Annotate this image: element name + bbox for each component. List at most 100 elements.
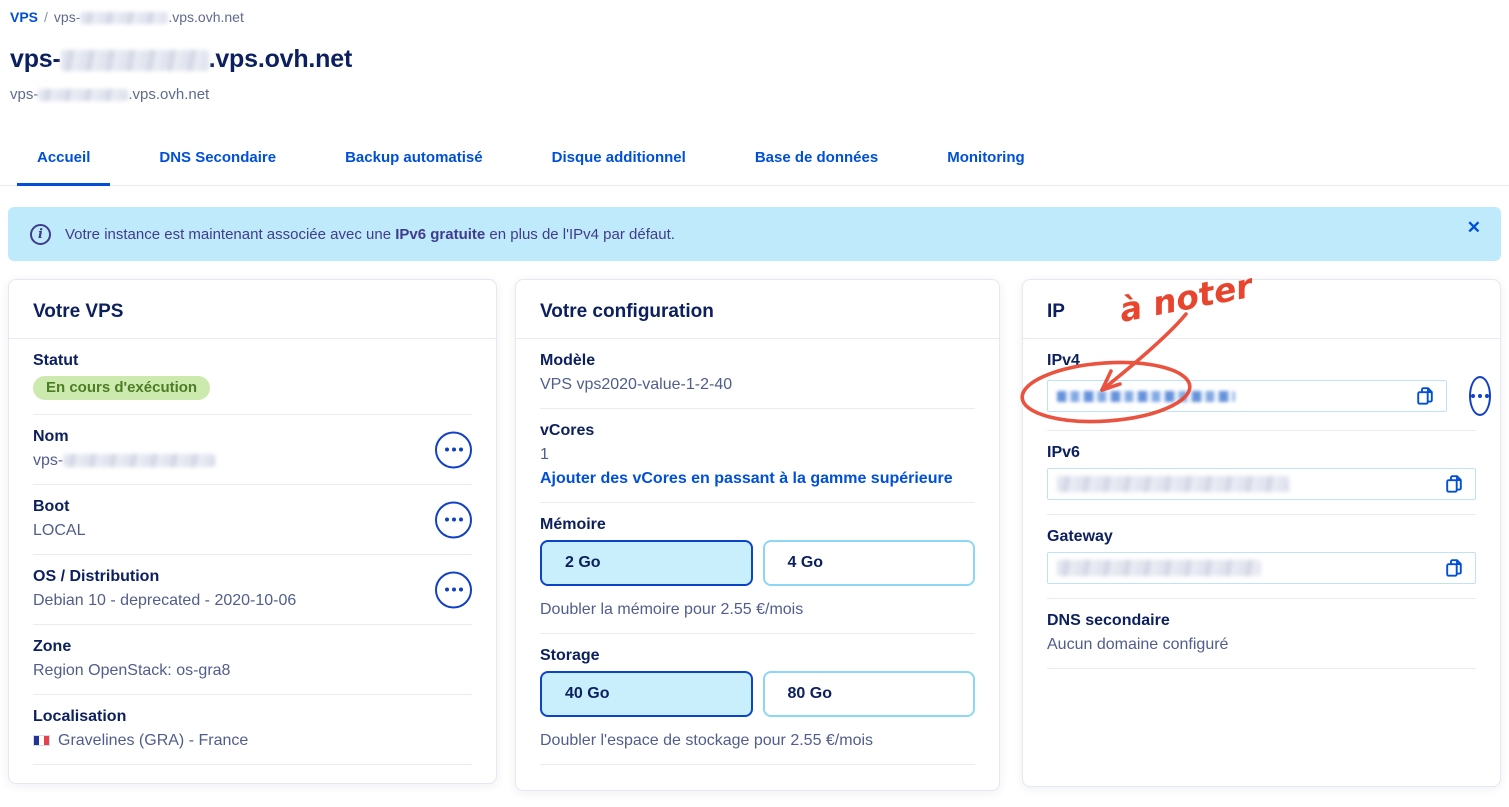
memory-upsell-text: Doubler la mémoire pour 2.55 €/mois — [540, 601, 804, 618]
ipv6-value-box[interactable] — [1047, 468, 1476, 500]
breadcrumb-vps-link[interactable]: VPS — [10, 9, 39, 25]
memory-options: 2 Go 4 Go — [540, 540, 975, 586]
ipv6-redacted-value — [1057, 476, 1289, 492]
zone-row: Zone Region OpenStack: os-gra8 — [33, 625, 472, 695]
boot-actions-menu-button[interactable] — [435, 501, 472, 538]
breadcrumb-separator: / — [44, 9, 48, 25]
model-row: Modèle VPS vps2020-value-1-2-40 — [540, 339, 975, 409]
os-actions-menu-button[interactable] — [435, 571, 472, 608]
info-icon: i — [30, 223, 51, 245]
name-redacted-id — [63, 454, 216, 468]
dns-secondary-row: DNS secondaire Aucun domaine configuré — [1047, 599, 1476, 669]
memory-option-2go[interactable]: 2 Go — [540, 540, 753, 586]
page-subtitle-redacted-id — [38, 89, 129, 102]
boot-label: Boot — [33, 498, 70, 515]
page-subtitle: vps- .vps.ovh.net — [10, 86, 1509, 103]
memory-row: Mémoire 2 Go 4 Go Doubler la mémoire pou… — [540, 503, 975, 634]
france-flag-icon — [33, 735, 50, 746]
location-label: Localisation — [33, 708, 127, 725]
status-badge: En cours d'exécution — [33, 376, 211, 400]
os-row: OS / Distribution Debian 10 - deprecated… — [33, 555, 472, 625]
storage-row: Storage 40 Go 80 Go Doubler l'espace de … — [540, 634, 975, 765]
configuration-card-body: Modèle VPS vps2020-value-1-2-40 vCores 1… — [516, 338, 999, 765]
tab-disque-additionnel[interactable]: Disque additionnel — [532, 139, 706, 185]
name-row: Nom vps- — [33, 415, 472, 485]
location-text: Gravelines (GRA) - France — [58, 732, 249, 749]
location-value: Gravelines (GRA) - France — [33, 732, 472, 750]
boot-row: Boot LOCAL — [33, 485, 472, 555]
breadcrumb-current: vps- .vps.ovh.net — [54, 9, 244, 25]
tab-base-de-donnees[interactable]: Base de données — [735, 139, 898, 185]
copy-icon[interactable] — [1413, 384, 1437, 408]
ipv4-row: IPv4 — [1047, 339, 1491, 431]
cards-row: Votre VPS Statut En cours d'exécution No… — [8, 279, 1509, 791]
page-title-prefix: vps- — [10, 45, 61, 73]
storage-option-80go-label: 80 Go — [787, 685, 832, 702]
os-label: OS / Distribution — [33, 568, 160, 585]
ipv4-actions-menu-button[interactable] — [1469, 376, 1491, 416]
os-value: Debian 10 - deprecated - 2020-10-06 — [33, 592, 297, 609]
vps-card: Votre VPS Statut En cours d'exécution No… — [8, 279, 497, 784]
memory-option-4go[interactable]: 4 Go — [762, 540, 975, 586]
storage-option-40go-label: 40 Go — [565, 685, 610, 702]
add-vcores-link[interactable]: Ajouter des vCores en passant à la gamme… — [540, 470, 953, 487]
tab-accueil[interactable]: Accueil — [17, 139, 111, 186]
storage-option-80go[interactable]: 80 Go — [762, 671, 975, 717]
ipv4-line — [1047, 376, 1491, 416]
gateway-value-box[interactable] — [1047, 552, 1476, 584]
memory-option-4go-label: 4 Go — [787, 554, 824, 571]
ip-card: IP IPv4 IPv6 — [1022, 279, 1501, 787]
page-title-suffix: .vps.ovh.net — [208, 45, 353, 73]
gateway-row: Gateway — [1047, 515, 1476, 599]
copy-icon[interactable] — [1442, 556, 1466, 580]
breadcrumb-redacted-id — [80, 12, 169, 25]
vps-card-body: Statut En cours d'exécution Nom vps- Boo… — [9, 338, 496, 765]
storage-options: 40 Go 80 Go — [540, 671, 975, 717]
ip-card-header: IP — [1023, 280, 1500, 338]
location-row: Localisation Gravelines (GRA) - France — [33, 695, 472, 765]
name-value: vps- — [33, 452, 472, 470]
vps-card-header: Votre VPS — [9, 280, 496, 338]
storage-label: Storage — [540, 647, 600, 664]
copy-icon[interactable] — [1442, 472, 1466, 496]
name-label: Nom — [33, 428, 69, 445]
ipv4-value-box[interactable] — [1047, 380, 1447, 412]
gateway-redacted-value — [1057, 560, 1261, 576]
vcores-label: vCores — [540, 422, 595, 439]
boot-value: LOCAL — [33, 522, 86, 539]
vps-card-title: Votre VPS — [33, 301, 124, 322]
dns-secondary-label: DNS secondaire — [1047, 612, 1170, 629]
tab-backup-automatise[interactable]: Backup automatisé — [325, 139, 503, 185]
name-actions-menu-button[interactable] — [435, 431, 472, 468]
vcores-row: vCores 1 Ajouter des vCores en passant à… — [540, 409, 975, 503]
configuration-card-header: Votre configuration — [516, 280, 999, 338]
vcores-value: 1 — [540, 446, 549, 463]
ip-card-title: IP — [1047, 301, 1065, 322]
memory-option-2go-label: 2 Go — [565, 554, 601, 571]
banner-text: Votre instance est maintenant associée a… — [65, 226, 675, 243]
page-title: vps- .vps.ovh.net — [10, 45, 1509, 73]
gateway-label: Gateway — [1047, 528, 1113, 545]
breadcrumb: VPS / vps- .vps.ovh.net — [0, 0, 1509, 25]
status-row: Statut En cours d'exécution — [33, 339, 472, 415]
breadcrumb-current-prefix: vps- — [53, 9, 81, 25]
page-subtitle-prefix: vps- — [10, 86, 39, 103]
tab-dns-secondaire[interactable]: DNS Secondaire — [139, 139, 296, 185]
name-value-prefix: vps- — [33, 452, 64, 469]
ipv6-info-banner: i Votre instance est maintenant associée… — [8, 207, 1501, 261]
memory-label: Mémoire — [540, 516, 606, 533]
storage-option-40go[interactable]: 40 Go — [540, 671, 753, 717]
ip-card-body: IPv4 IPv6 — [1023, 338, 1500, 669]
close-icon[interactable]: ✕ — [1463, 215, 1485, 240]
banner-text-after: en plus de l'IPv4 par défaut. — [485, 225, 675, 243]
breadcrumb-current-suffix: .vps.ovh.net — [168, 9, 244, 25]
tab-monitoring[interactable]: Monitoring — [927, 139, 1044, 185]
banner-text-before: Votre instance est maintenant associée a… — [65, 225, 396, 243]
page-subtitle-suffix: .vps.ovh.net — [128, 86, 210, 103]
configuration-card: Votre configuration Modèle VPS vps2020-v… — [515, 279, 1000, 791]
storage-upsell-text: Doubler l'espace de stockage pour 2.55 €… — [540, 732, 874, 749]
zone-value: Region OpenStack: os-gra8 — [33, 662, 231, 679]
ipv6-label: IPv6 — [1047, 444, 1080, 461]
banner-text-bold: IPv6 gratuite — [395, 225, 486, 243]
